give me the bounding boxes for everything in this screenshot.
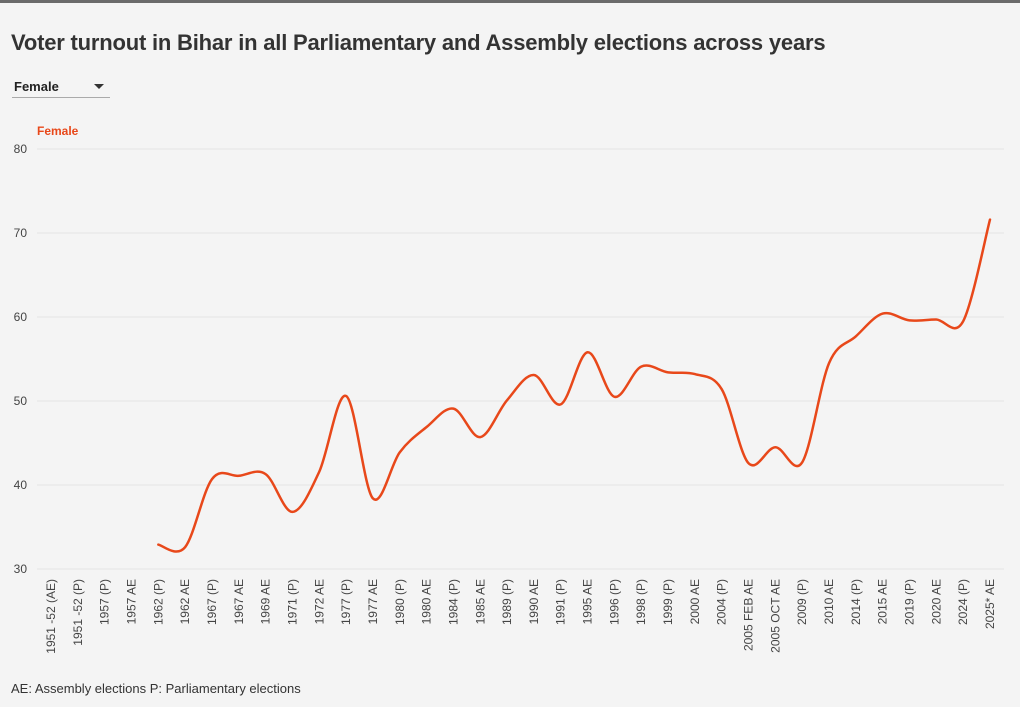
x-tick-label: 1951 -52 (AE) — [44, 579, 58, 654]
page-title: Voter turnout in Bihar in all Parliament… — [11, 30, 826, 55]
x-tick-label: 1991 (P) — [554, 579, 568, 625]
data-point[interactable] — [718, 385, 726, 393]
x-tick-label: 1996 (P) — [607, 579, 621, 625]
x-tick-label: 2014 (P) — [849, 579, 863, 625]
x-tick-label: 2024 (P) — [956, 579, 970, 625]
data-point[interactable] — [288, 508, 296, 516]
data-point[interactable] — [342, 392, 350, 400]
x-tick-label: 1995 AE — [581, 579, 595, 624]
data-point[interactable] — [584, 348, 592, 356]
data-point[interactable] — [208, 475, 216, 483]
y-tick-label: 30 — [14, 562, 28, 576]
x-tick-label: 1951 -52 (P) — [71, 579, 85, 646]
chevron-down-icon — [94, 84, 104, 89]
x-tick-label: 1972 AE — [312, 579, 326, 624]
legend-entry-female: Female — [37, 124, 79, 138]
x-tick-label: 2020 AE — [929, 579, 943, 624]
data-point[interactable] — [771, 443, 779, 451]
data-point[interactable] — [932, 316, 940, 324]
data-point[interactable] — [798, 458, 806, 466]
x-tick-label: 1998 (P) — [634, 579, 648, 625]
data-point[interactable] — [530, 371, 538, 379]
x-tick-label: 1962 AE — [178, 579, 192, 624]
data-point[interactable] — [181, 543, 189, 551]
x-tick-label: 2015 AE — [876, 579, 890, 624]
x-tick-label: 1967 AE — [232, 579, 246, 624]
y-tick-label: 60 — [14, 310, 28, 324]
x-tick-label: 2000 AE — [688, 579, 702, 624]
data-point[interactable] — [315, 468, 323, 476]
y-tick-label: 40 — [14, 478, 28, 492]
data-point[interactable] — [262, 470, 270, 478]
dropdown-selected-value: Female — [14, 79, 59, 94]
x-tick-label: 1999 (P) — [661, 579, 675, 625]
grid-lines — [37, 148, 1004, 570]
data-point[interactable] — [852, 332, 860, 340]
x-tick-label: 1980 (P) — [393, 579, 407, 625]
x-tick-label: 2005 FEB AE — [742, 579, 756, 651]
data-point[interactable] — [879, 310, 887, 318]
data-point[interactable] — [154, 541, 162, 549]
y-tick-label: 50 — [14, 394, 28, 408]
y-axis-ticks: 30 40 50 60 70 80 — [14, 142, 28, 576]
footnote: AE: Assembly elections P: Parliamentary … — [11, 681, 301, 696]
data-point[interactable] — [745, 459, 753, 467]
x-tick-label: 1957 AE — [124, 579, 138, 624]
data-point[interactable] — [449, 405, 457, 413]
data-point[interactable] — [557, 400, 565, 408]
data-point[interactable] — [503, 396, 511, 404]
x-tick-label: 2019 (P) — [903, 579, 917, 625]
y-tick-label: 70 — [14, 226, 28, 240]
data-point[interactable] — [369, 494, 377, 502]
data-point[interactable] — [476, 433, 484, 441]
x-tick-label: 2005 OCT AE — [768, 579, 782, 653]
x-tick-label: 1990 AE — [527, 579, 541, 624]
x-tick-label: 1957 (P) — [98, 579, 112, 625]
data-point[interactable] — [610, 393, 618, 401]
top-border — [0, 0, 1020, 3]
x-tick-label: 1977 AE — [366, 579, 380, 624]
x-tick-label: 1967 (P) — [205, 579, 219, 625]
data-point[interactable] — [396, 448, 404, 456]
data-point[interactable] — [959, 317, 967, 325]
data-point[interactable] — [664, 368, 672, 376]
data-point[interactable] — [637, 363, 645, 371]
x-tick-label: 1980 AE — [420, 579, 434, 624]
data-points — [154, 216, 994, 552]
x-axis-ticks: 1951 -52 (AE) 1951 -52 (P) 1957 (P) 1957 AE… — [44, 579, 997, 654]
data-point[interactable] — [906, 316, 914, 324]
x-tick-label: 1984 (P) — [446, 579, 460, 625]
x-tick-label: 2025* AE — [983, 579, 997, 629]
x-tick-label: 1969 AE — [259, 579, 273, 624]
data-point[interactable] — [986, 216, 994, 224]
x-tick-label: 1989 (P) — [500, 579, 514, 625]
data-point[interactable] — [423, 423, 431, 431]
x-tick-label: 2009 (P) — [795, 579, 809, 625]
series-line-female — [157, 218, 992, 553]
series-dropdown[interactable]: Female — [12, 76, 110, 98]
x-tick-label: 2004 (P) — [715, 579, 729, 625]
data-point[interactable] — [691, 370, 699, 378]
x-tick-label: 2010 AE — [822, 579, 836, 624]
data-point[interactable] — [235, 472, 243, 480]
x-tick-label: 1962 (P) — [151, 579, 165, 625]
data-point[interactable] — [825, 359, 833, 367]
x-tick-label: 1977 (P) — [339, 579, 353, 625]
x-tick-label: 1985 AE — [473, 579, 487, 624]
y-tick-label: 80 — [14, 142, 28, 156]
x-tick-label: 1971 (P) — [285, 579, 299, 625]
